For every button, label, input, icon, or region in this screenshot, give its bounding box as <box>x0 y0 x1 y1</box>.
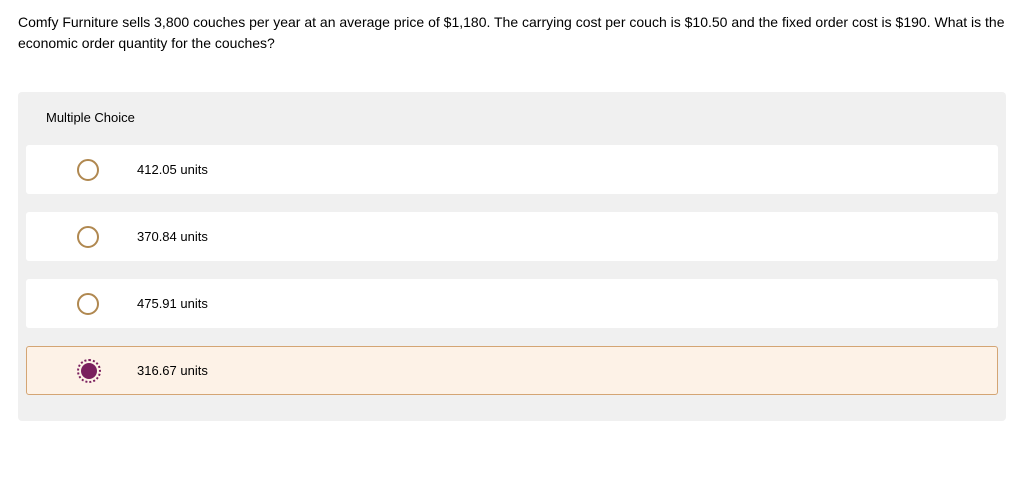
option-label: 475.91 units <box>137 296 208 311</box>
mc-header-label: Multiple Choice <box>18 92 1006 139</box>
radio-icon[interactable] <box>77 159 99 181</box>
option-label: 316.67 units <box>137 363 208 378</box>
question-text: Comfy Furniture sells 3,800 couches per … <box>0 0 1024 62</box>
option-3[interactable]: 316.67 units <box>26 346 998 395</box>
radio-icon-selected[interactable] <box>77 359 101 383</box>
options-area: 412.05 units 370.84 units 475.91 units 3… <box>18 139 1006 395</box>
radio-icon[interactable] <box>77 293 99 315</box>
radio-icon[interactable] <box>77 226 99 248</box>
multiple-choice-container: Multiple Choice 412.05 units 370.84 unit… <box>18 92 1006 421</box>
option-1[interactable]: 370.84 units <box>26 212 998 261</box>
option-0[interactable]: 412.05 units <box>26 145 998 194</box>
option-label: 412.05 units <box>137 162 208 177</box>
option-2[interactable]: 475.91 units <box>26 279 998 328</box>
option-label: 370.84 units <box>137 229 208 244</box>
